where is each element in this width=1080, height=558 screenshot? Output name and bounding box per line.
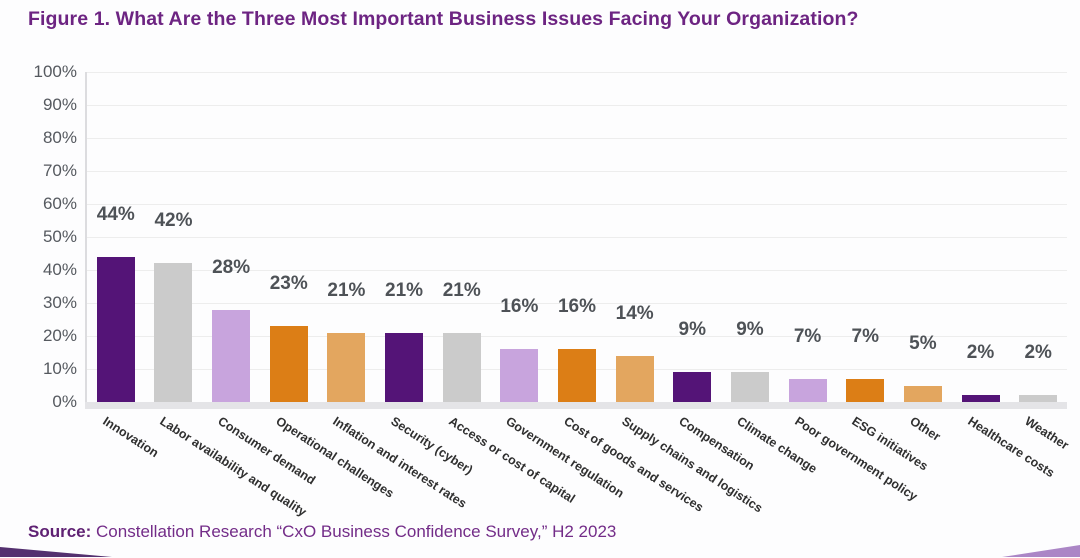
bar-operational-challenges — [269, 326, 308, 402]
bar-weather — [1019, 395, 1058, 402]
y-tick-label: 60% — [42, 194, 77, 213]
gridline — [87, 72, 1067, 73]
value-label-security-cyber: 21% — [385, 279, 424, 301]
x-tick-label-other: Other — [907, 414, 943, 444]
y-tick-label: 100% — [33, 62, 77, 81]
y-tick-label: 90% — [42, 95, 77, 114]
source-label: Source: — [28, 522, 92, 541]
source-line: Source: Constellation Research “CxO Busi… — [28, 522, 616, 542]
y-tick-label: 50% — [42, 227, 77, 246]
bar-esg-initiatives — [846, 378, 885, 402]
y-tick-label: 0% — [52, 392, 77, 411]
value-label-operational-challenges: 23% — [269, 273, 308, 295]
value-label-esg-initiatives: 7% — [851, 325, 879, 347]
bar-chart: 0% 10% 20% 30% 40% 50% 60% 70% 80% 90% 100% 44% Inno… — [34, 62, 1072, 519]
gridline — [87, 336, 1067, 337]
gridline — [87, 204, 1067, 205]
y-tick-label: 10% — [42, 359, 77, 378]
value-label-compensation: 9% — [678, 319, 707, 341]
gridline — [87, 237, 1067, 238]
bar-consumer-demand — [212, 309, 251, 402]
y-tick-label: 20% — [42, 326, 77, 345]
value-label-climate-change: 9% — [736, 319, 764, 341]
value-label-supply-chains-and-logistics: 14% — [615, 302, 654, 324]
y-tick-label: 40% — [42, 260, 77, 279]
gridline — [87, 105, 1067, 106]
bar-security-cyber — [385, 332, 424, 402]
bar-compensation — [673, 372, 712, 402]
value-label-inflation-and-interest-rates: 21% — [327, 279, 366, 301]
gridline — [87, 270, 1067, 271]
plot-area: 0% 10% 20% 30% 40% 50% 60% 70% 80% 90% 100% 44% Inno… — [34, 62, 1072, 519]
gridline — [87, 138, 1067, 139]
value-label-cost-of-goods-and-services: 16% — [557, 296, 597, 318]
value-label-labor-availability-and-quality: 42% — [154, 210, 193, 232]
bar-healthcare-costs — [961, 395, 1000, 402]
bar-poor-government-policy — [788, 378, 827, 402]
bar-government-regulation — [500, 349, 539, 402]
source-text: Constellation Research “CxO Business Con… — [96, 522, 617, 541]
value-label-healthcare-costs: 2% — [966, 342, 995, 364]
decor-wedge-right — [1002, 545, 1080, 557]
bar-access-or-cost-of-capital — [442, 332, 481, 402]
value-label-innovation: 44% — [96, 203, 135, 225]
bar-inflation-and-interest-rates — [327, 332, 366, 402]
value-label-other: 5% — [909, 332, 937, 354]
bar-cost-of-goods-and-services — [558, 349, 596, 402]
bar-other — [903, 385, 942, 402]
y-tick-label: 30% — [42, 293, 77, 312]
x-axis-line — [85, 402, 1067, 409]
x-tick-label-consumer-demand: Consumer demand — [215, 414, 319, 488]
value-label-consumer-demand: 28% — [212, 256, 251, 278]
bar-supply-chains-and-logistics — [615, 355, 654, 402]
value-label-government-regulation: 16% — [500, 296, 539, 318]
bar-labor-availability-and-quality — [154, 263, 193, 402]
value-label-weather: 2% — [1024, 342, 1052, 364]
value-label-access-or-cost-of-capital: 21% — [442, 279, 481, 301]
gridline — [87, 303, 1067, 304]
figure-title: Figure 1. What Are the Three Most Import… — [28, 8, 859, 30]
bar-innovation — [96, 256, 135, 402]
x-tick-label-innovation: Innovation — [100, 414, 161, 461]
bar-climate-change — [730, 372, 769, 402]
x-tick-label-weather: Weather — [1022, 414, 1072, 453]
decor-wedge-left — [0, 547, 112, 557]
y-tick-label: 70% — [42, 161, 77, 180]
value-label-poor-government-policy: 7% — [793, 325, 822, 347]
gridline — [87, 171, 1067, 172]
y-tick-label: 80% — [42, 128, 77, 147]
